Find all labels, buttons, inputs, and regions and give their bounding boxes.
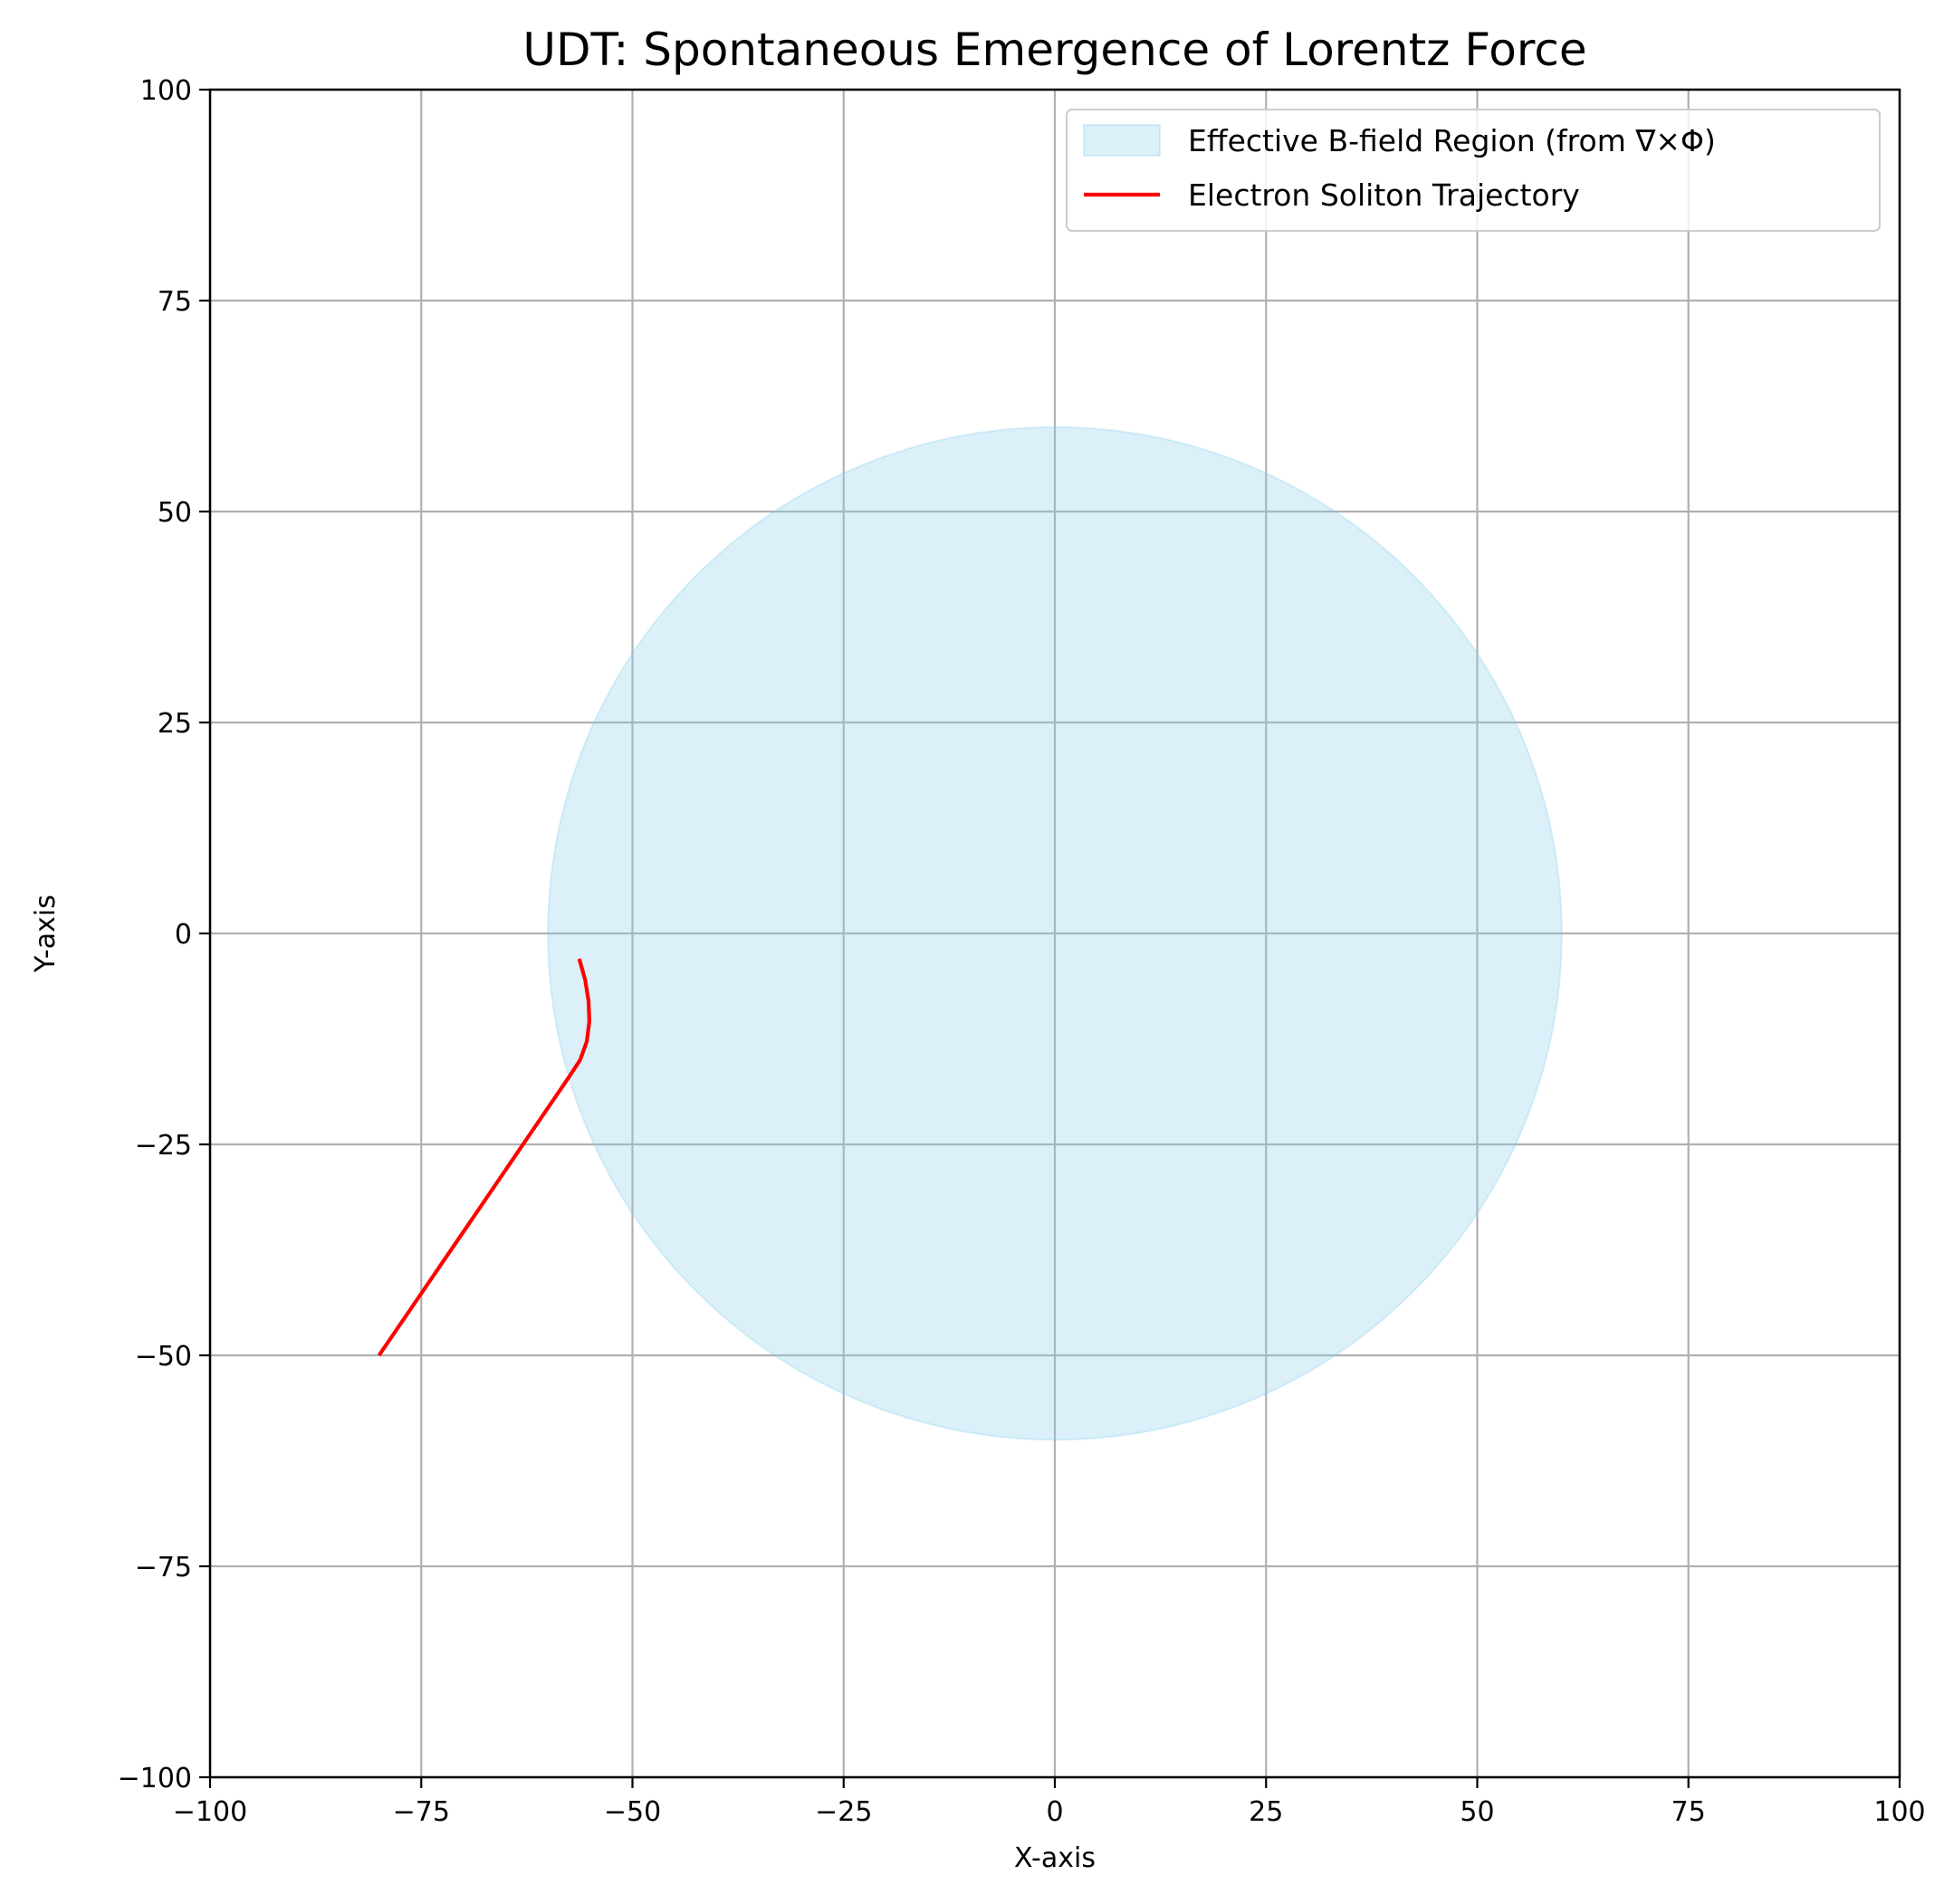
plot-series (377, 426, 1563, 1441)
legend: Effective B-field Region (from ∇×Φ) Elec… (1066, 109, 1881, 232)
legend-label-bfield: Effective B-field Region (from ∇×Φ) (1188, 123, 1716, 158)
x-tick-label-4: 0 (1046, 1796, 1063, 1828)
y-tick-label-8: 100 (140, 75, 192, 107)
x-tick-label-5: 25 (1249, 1796, 1283, 1828)
y-tick-label-0: −100 (118, 1763, 192, 1794)
legend-label-trajectory: Electron Soliton Trajectory (1188, 177, 1580, 213)
y-tick-label-6: 50 (158, 497, 192, 529)
y-tick-label-5: 25 (158, 708, 192, 740)
bfield-region (547, 426, 1563, 1441)
x-tick-label-7: 75 (1671, 1796, 1706, 1828)
y-axis-label: Y-axis (30, 895, 62, 973)
y-tick-label-4: 0 (175, 919, 192, 951)
y-tick-label-2: −50 (135, 1341, 192, 1373)
x-tick-label-3: −25 (815, 1796, 872, 1828)
x-tick-label-0: −100 (173, 1796, 247, 1828)
y-tick-label-1: −75 (135, 1552, 192, 1583)
axis-ticks: −100 −75 −50 −25 0 25 50 75 100 −100 −75 −50 −25 0 25 5… (118, 75, 1926, 1828)
x-tick-label-1: −75 (393, 1796, 450, 1828)
chart-title: UDT: Spontaneous Emergence of Lorentz Fo… (522, 24, 1586, 76)
y-tick-label-3: −25 (135, 1130, 192, 1162)
x-axis-label: X-axis (1014, 1842, 1096, 1874)
legend-box (1066, 109, 1881, 232)
x-tick-label-8: 100 (1873, 1796, 1925, 1828)
legend-swatch-bfield (1083, 124, 1161, 157)
x-tick-label-2: −50 (604, 1796, 661, 1828)
trajectory-line (377, 958, 592, 1357)
x-tick-label-6: 50 (1460, 1796, 1494, 1828)
y-tick-label-7: 75 (158, 286, 192, 318)
